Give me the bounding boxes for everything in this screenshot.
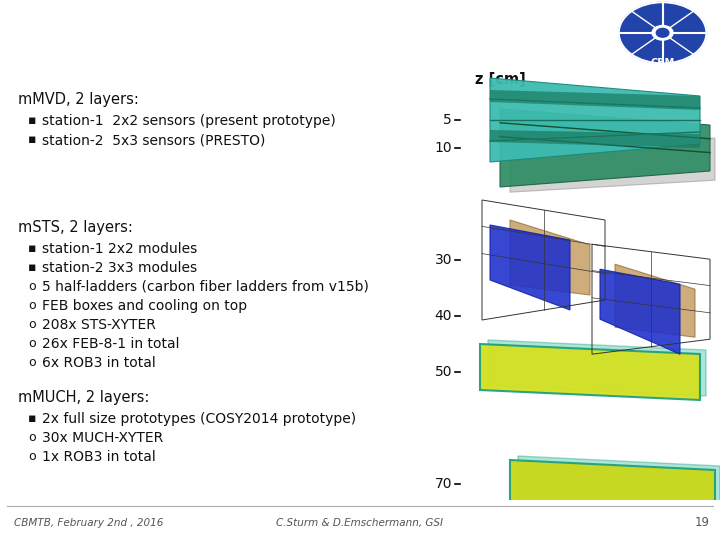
Circle shape (652, 25, 673, 40)
Text: C.Sturm & D.Emschermann, GSI: C.Sturm & D.Emschermann, GSI (276, 518, 444, 528)
Text: ▪: ▪ (28, 114, 37, 127)
Polygon shape (490, 225, 570, 310)
Text: mMVD, 2 layers:: mMVD, 2 layers: (18, 92, 139, 107)
Text: o: o (28, 356, 35, 369)
Text: ▪: ▪ (28, 261, 37, 274)
Text: station-2 3x3 modules: station-2 3x3 modules (42, 261, 197, 275)
Text: 2x full size prototypes (COSY2014 prototype): 2x full size prototypes (COSY2014 protot… (42, 412, 356, 426)
Text: ▪: ▪ (28, 133, 37, 146)
Text: station-2  5x3 sensors (PRESTO): station-2 5x3 sensors (PRESTO) (42, 133, 266, 147)
Text: CBMTB, February 2nd , 2016: CBMTB, February 2nd , 2016 (14, 518, 163, 528)
Text: o: o (28, 318, 35, 331)
Text: o: o (28, 431, 35, 444)
Circle shape (657, 29, 669, 37)
Text: ▪: ▪ (28, 242, 37, 255)
Text: 19: 19 (694, 516, 709, 530)
Polygon shape (615, 264, 695, 337)
Text: 70: 70 (434, 477, 452, 491)
Polygon shape (600, 269, 680, 354)
Text: 40: 40 (434, 309, 452, 323)
Polygon shape (510, 460, 715, 516)
Text: o: o (28, 450, 35, 463)
Text: 50: 50 (434, 365, 452, 379)
Polygon shape (500, 109, 710, 187)
Text: 10: 10 (434, 141, 452, 155)
Text: 26x FEB-8-1 in total: 26x FEB-8-1 in total (42, 337, 179, 351)
Polygon shape (490, 90, 700, 110)
Text: mSTS, 2 layers:: mSTS, 2 layers: (18, 220, 133, 235)
Text: 6x ROB3 in total: 6x ROB3 in total (42, 356, 156, 370)
Text: station-1  2x2 sensors (present prototype): station-1 2x2 sensors (present prototype… (42, 114, 336, 128)
Polygon shape (510, 220, 590, 295)
Polygon shape (480, 344, 700, 400)
Polygon shape (490, 78, 700, 162)
Text: 1x ROB3 in total: 1x ROB3 in total (42, 450, 156, 464)
Text: mMUCH, 2 layers:: mMUCH, 2 layers: (18, 390, 149, 405)
Text: 30x MUCH-XYTER: 30x MUCH-XYTER (42, 431, 163, 445)
Text: 5 half-ladders (carbon fiber ladders from v15b): 5 half-ladders (carbon fiber ladders fro… (42, 280, 369, 294)
Text: o: o (28, 299, 35, 312)
Text: 208x STS-XYTER: 208x STS-XYTER (42, 318, 156, 332)
Text: 5: 5 (444, 113, 452, 127)
Polygon shape (518, 456, 720, 512)
Text: station-1 2x2 modules: station-1 2x2 modules (42, 242, 197, 256)
Text: mCBM subsystems – tracking layers: mCBM subsystems – tracking layers (16, 28, 418, 48)
Text: z [cm]: z [cm] (475, 72, 526, 87)
Text: 30: 30 (434, 253, 452, 267)
Text: CBM: CBM (650, 58, 675, 69)
Polygon shape (488, 340, 706, 396)
Text: FEB boxes and cooling on top: FEB boxes and cooling on top (42, 299, 247, 313)
Polygon shape (490, 130, 700, 148)
Text: o: o (28, 337, 35, 350)
Text: ▪: ▪ (28, 412, 37, 425)
Text: o: o (28, 280, 35, 293)
Polygon shape (510, 126, 715, 192)
Circle shape (618, 2, 706, 63)
